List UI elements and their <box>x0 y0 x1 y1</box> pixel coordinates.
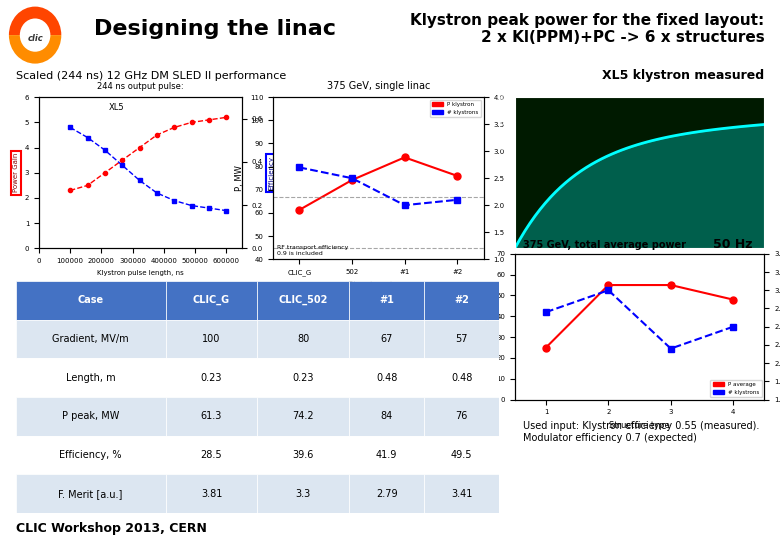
FancyBboxPatch shape <box>165 474 257 513</box>
Circle shape <box>20 18 51 52</box>
Text: Length, m: Length, m <box>66 373 115 382</box>
Text: 76: 76 <box>456 411 468 421</box>
Text: 39.6: 39.6 <box>292 450 314 460</box>
Text: Klystron peak power for the fixed layout:
2 x Kl(PPM)+PC -> 6 x structures: Klystron peak power for the fixed layout… <box>410 13 764 45</box>
Text: 67: 67 <box>381 334 393 344</box>
FancyBboxPatch shape <box>16 281 165 320</box>
FancyBboxPatch shape <box>349 436 424 474</box>
Text: 3.81: 3.81 <box>201 489 222 498</box>
Text: 0.48: 0.48 <box>451 373 473 382</box>
Text: RF transport efficiency
0.9 is included: RF transport efficiency 0.9 is included <box>277 245 349 256</box>
Y-axis label: P, MW: P, MW <box>236 165 244 191</box>
Text: F. Merit [a.u.]: F. Merit [a.u.] <box>58 489 122 498</box>
X-axis label: Klystron pulse length, ns: Klystron pulse length, ns <box>97 269 184 276</box>
FancyBboxPatch shape <box>16 358 165 397</box>
FancyBboxPatch shape <box>257 281 349 320</box>
X-axis label: Structure type: Structure type <box>348 281 409 290</box>
Title: 375 GeV, single linac: 375 GeV, single linac <box>327 81 430 91</box>
Text: XL5 klystron measured: XL5 klystron measured <box>602 69 764 82</box>
Text: CLIC Workshop 2013, CERN: CLIC Workshop 2013, CERN <box>16 522 207 535</box>
FancyBboxPatch shape <box>257 358 349 397</box>
Text: Efficiency, %: Efficiency, % <box>59 450 122 460</box>
FancyBboxPatch shape <box>165 397 257 436</box>
FancyBboxPatch shape <box>349 397 424 436</box>
FancyBboxPatch shape <box>16 320 165 358</box>
FancyBboxPatch shape <box>349 320 424 358</box>
Text: Case: Case <box>77 295 104 305</box>
Text: clic: clic <box>27 33 43 43</box>
Text: 84: 84 <box>381 411 393 421</box>
FancyBboxPatch shape <box>165 436 257 474</box>
Text: 41.9: 41.9 <box>376 450 397 460</box>
Text: 57: 57 <box>456 334 468 344</box>
Text: Gradient, MV/m: Gradient, MV/m <box>52 334 129 344</box>
Y-axis label: Efficiency: Efficiency <box>268 156 275 190</box>
Text: Designing the linac: Designing the linac <box>94 19 335 39</box>
Title: 244 ns output pulse:: 244 ns output pulse: <box>97 82 184 91</box>
Text: 0.23: 0.23 <box>292 373 314 382</box>
Text: #1: #1 <box>379 295 394 305</box>
Y-axis label: P average, MW: P average, MW <box>484 301 491 353</box>
Text: Used input: Klystron efficiency 0.55 (measured).
Modulator efficiency 0.7 (expec: Used input: Klystron efficiency 0.55 (me… <box>523 421 759 443</box>
FancyBboxPatch shape <box>349 358 424 397</box>
Text: 28.5: 28.5 <box>200 450 222 460</box>
Text: CLIC_G: CLIC_G <box>193 295 230 305</box>
FancyBboxPatch shape <box>257 320 349 358</box>
Text: 375 GeV, total average power: 375 GeV, total average power <box>523 240 686 249</box>
FancyBboxPatch shape <box>349 474 424 513</box>
Text: 3.41: 3.41 <box>451 489 473 498</box>
FancyBboxPatch shape <box>424 358 499 397</box>
FancyBboxPatch shape <box>349 281 424 320</box>
Text: Scaled (244 ns) 12 GHz DM SLED II performance: Scaled (244 ns) 12 GHz DM SLED II perfor… <box>16 71 285 80</box>
FancyBboxPatch shape <box>16 436 165 474</box>
FancyBboxPatch shape <box>424 281 499 320</box>
Text: P peak, MW: P peak, MW <box>62 411 119 421</box>
Text: 3.3: 3.3 <box>296 489 311 498</box>
FancyBboxPatch shape <box>424 474 499 513</box>
FancyBboxPatch shape <box>165 281 257 320</box>
X-axis label: Structure type: Structure type <box>609 421 670 430</box>
FancyBboxPatch shape <box>165 358 257 397</box>
Legend: P average, # klystrons: P average, # klystrons <box>711 380 761 397</box>
Title: MW out vs W in at 411kV: MW out vs W in at 411kV <box>587 82 692 91</box>
Wedge shape <box>9 6 62 35</box>
Text: CLIC_502: CLIC_502 <box>278 295 328 305</box>
FancyBboxPatch shape <box>424 436 499 474</box>
Text: #2: #2 <box>454 295 469 305</box>
Text: 61.3: 61.3 <box>201 411 222 421</box>
Y-axis label: Power Gain: Power Gain <box>13 153 20 192</box>
Text: 2.79: 2.79 <box>376 489 398 498</box>
FancyBboxPatch shape <box>16 474 165 513</box>
FancyBboxPatch shape <box>424 397 499 436</box>
Text: 50 Hz: 50 Hz <box>713 238 753 251</box>
FancyBboxPatch shape <box>257 474 349 513</box>
Text: 100: 100 <box>202 334 221 344</box>
FancyBboxPatch shape <box>16 397 165 436</box>
FancyBboxPatch shape <box>257 397 349 436</box>
FancyBboxPatch shape <box>165 320 257 358</box>
Text: 49.5: 49.5 <box>451 450 473 460</box>
Wedge shape <box>9 35 62 64</box>
Text: XL5: XL5 <box>109 103 125 112</box>
Legend: P klystron, # klystrons: P klystron, # klystrons <box>430 100 480 117</box>
FancyBboxPatch shape <box>424 320 499 358</box>
Text: 0.23: 0.23 <box>200 373 222 382</box>
FancyBboxPatch shape <box>257 436 349 474</box>
Text: 80: 80 <box>297 334 310 344</box>
Text: 0.48: 0.48 <box>376 373 397 382</box>
Text: 74.2: 74.2 <box>292 411 314 421</box>
